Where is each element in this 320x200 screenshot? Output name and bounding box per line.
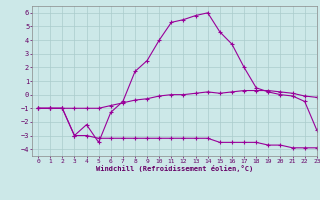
X-axis label: Windchill (Refroidissement éolien,°C): Windchill (Refroidissement éolien,°C) [96, 165, 253, 172]
